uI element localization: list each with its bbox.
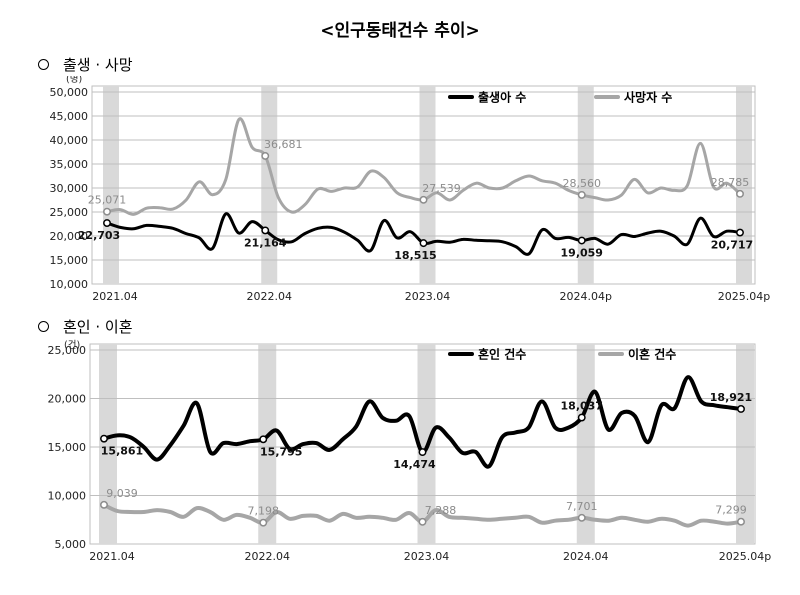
y-tick-label: 30,000 bbox=[50, 182, 89, 195]
y-tick-label: 20,000 bbox=[48, 393, 87, 406]
x-tick-label: 2025.04p bbox=[719, 550, 771, 563]
data-point-marker bbox=[103, 207, 111, 216]
data-point-marker bbox=[259, 518, 268, 527]
y-tick-label: 40,000 bbox=[50, 134, 89, 147]
data-point-marker bbox=[577, 190, 586, 199]
data-point-marker bbox=[419, 239, 428, 248]
x-tick-label: 2022.04 bbox=[247, 290, 293, 303]
y-tick-label: 10,000 bbox=[48, 490, 87, 503]
legend-label: 혼인 건수 bbox=[478, 347, 526, 362]
data-label: 15,795 bbox=[260, 445, 302, 458]
data-label: 27,539 bbox=[422, 182, 461, 195]
data-point-marker bbox=[100, 434, 108, 443]
x-tick-label: 2023.04 bbox=[405, 290, 451, 303]
data-label: 20,717 bbox=[711, 239, 753, 252]
x-tick-label: 2022.04 bbox=[245, 550, 291, 563]
data-point-marker bbox=[261, 151, 270, 160]
data-label: 18,515 bbox=[394, 249, 436, 262]
data-label: 19,059 bbox=[561, 247, 603, 260]
highlight-band bbox=[736, 344, 754, 544]
y-tick-label: 5,000 bbox=[55, 538, 87, 551]
data-point-marker bbox=[259, 435, 268, 444]
x-tick-label: 2025.04p bbox=[718, 290, 770, 303]
section-title-text: 혼인 · 이혼 bbox=[63, 318, 133, 336]
y-tick-label: 10,000 bbox=[50, 278, 89, 291]
data-label: 7,299 bbox=[715, 504, 747, 517]
data-point-marker bbox=[577, 236, 586, 245]
highlight-band bbox=[261, 86, 278, 284]
highlight-band bbox=[577, 86, 594, 284]
data-label: 18,037 bbox=[561, 400, 603, 413]
data-label: 7,701 bbox=[566, 500, 598, 513]
data-label: 9,039 bbox=[106, 487, 138, 500]
section-title-birth-death: 출생 · 사망 bbox=[38, 54, 133, 75]
data-point-marker bbox=[737, 405, 745, 413]
section-title-text: 출생 · 사망 bbox=[63, 56, 133, 74]
data-point-marker bbox=[418, 517, 427, 526]
circle-bullet-icon bbox=[38, 321, 49, 332]
highlight-band bbox=[419, 86, 436, 284]
y-tick-label: 15,000 bbox=[50, 254, 89, 267]
data-label: 28,560 bbox=[563, 177, 602, 190]
x-tick-label: 2021.04 bbox=[92, 290, 138, 303]
y-tick-label: 25,000 bbox=[50, 206, 89, 219]
highlight-band bbox=[99, 344, 117, 544]
data-label: 25,071 bbox=[88, 194, 127, 207]
page-title: <인구동태건수 추이> bbox=[320, 21, 480, 41]
highlight-band bbox=[103, 86, 119, 284]
data-label: 36,681 bbox=[264, 138, 303, 151]
data-point-marker bbox=[100, 500, 108, 509]
circle-bullet-icon bbox=[38, 59, 49, 70]
x-tick-label: 2021.04 bbox=[89, 550, 135, 563]
data-point-marker bbox=[736, 228, 744, 237]
data-point-marker bbox=[419, 195, 428, 204]
data-point-marker bbox=[736, 189, 744, 198]
data-label: 15,861 bbox=[101, 445, 143, 458]
data-point-marker bbox=[737, 517, 745, 526]
data-point-marker bbox=[103, 219, 111, 227]
y-unit-label: (명) bbox=[66, 76, 82, 85]
data-label: 7,288 bbox=[425, 504, 457, 517]
y-tick-label: 15,000 bbox=[48, 441, 87, 454]
legend-label: 출생아 수 bbox=[478, 90, 526, 105]
y-tick-label: 45,000 bbox=[50, 110, 89, 123]
data-label: 21,164 bbox=[244, 236, 287, 249]
x-tick-label: 2024.04 bbox=[563, 550, 609, 563]
legend-label: 이혼 건수 bbox=[628, 347, 676, 362]
legend-label: 사망자 수 bbox=[624, 90, 672, 105]
y-unit-label: (건) bbox=[64, 340, 80, 351]
data-point-marker bbox=[418, 448, 427, 457]
data-label: 14,474 bbox=[393, 458, 436, 471]
highlight-band bbox=[576, 344, 595, 544]
y-tick-label: 50,000 bbox=[50, 86, 89, 99]
data-point-marker bbox=[261, 226, 270, 235]
highlight-band bbox=[258, 344, 277, 544]
y-tick-label: 20,000 bbox=[50, 230, 89, 243]
data-label: 7,198 bbox=[248, 505, 280, 518]
data-label: 28,785 bbox=[711, 176, 750, 189]
y-tick-label: 35,000 bbox=[50, 158, 89, 171]
y-tick-label: 25,000 bbox=[48, 344, 87, 357]
data-point-marker bbox=[577, 513, 586, 522]
data-point-marker bbox=[577, 413, 586, 422]
marriage-divorce-chart: 5,000 10,000 15,000 20,000 25,000(건) 2021.04 2… bbox=[48, 340, 772, 563]
data-label: 22,703 bbox=[78, 229, 120, 242]
x-tick-label: 2023.04 bbox=[404, 550, 450, 563]
data-label: 18,921 bbox=[710, 391, 752, 404]
birth-death-chart: 10,000 15,000 20,000 25,000 30,000 35,000 40,0… bbox=[50, 76, 771, 303]
x-tick-label: 2024.04p bbox=[560, 290, 612, 303]
section-title-marriage-divorce: 혼인 · 이혼 bbox=[38, 316, 133, 337]
